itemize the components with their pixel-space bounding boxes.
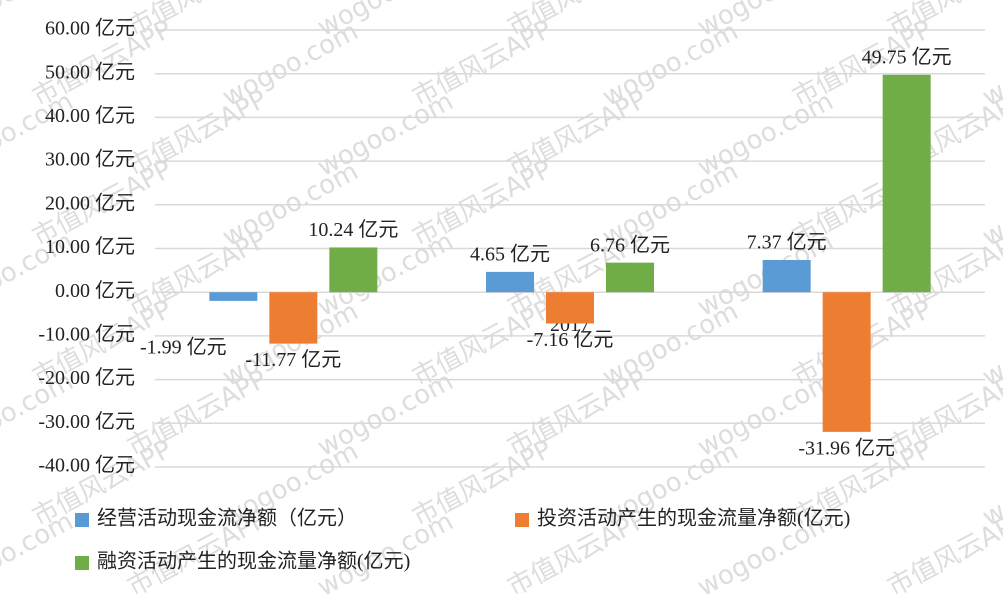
legend-swatch bbox=[515, 513, 529, 527]
y-tick-label: -20.00 亿元 bbox=[38, 366, 135, 389]
value-label: -1.99 亿元 bbox=[140, 335, 227, 358]
value-label: -11.77 亿元 bbox=[245, 348, 341, 371]
value-label: -31.96 亿元 bbox=[798, 436, 895, 459]
bar bbox=[606, 262, 654, 293]
y-tick-label: -30.00 亿元 bbox=[38, 410, 135, 433]
y-tick-label: 0.00 亿元 bbox=[55, 279, 135, 302]
bar bbox=[882, 74, 931, 293]
bar bbox=[822, 292, 871, 432]
legend-swatch bbox=[75, 513, 89, 527]
value-label: -7.16 亿元 bbox=[527, 328, 614, 351]
value-label: 49.75 亿元 bbox=[862, 45, 952, 68]
y-tick-label: 30.00 亿元 bbox=[45, 148, 135, 171]
y-tick-label: 50.00 亿元 bbox=[45, 60, 135, 83]
y-tick-label: -40.00 亿元 bbox=[38, 454, 135, 477]
bar bbox=[209, 292, 258, 301]
value-label: 4.65 亿元 bbox=[470, 242, 550, 265]
value-label: 7.37 亿元 bbox=[747, 231, 827, 254]
legend-label: 融资活动产生的现金流量净额(亿元) bbox=[97, 550, 410, 573]
bar bbox=[486, 271, 534, 293]
y-tick-label: -10.00 亿元 bbox=[38, 322, 135, 345]
value-label: 6.76 亿元 bbox=[590, 233, 670, 256]
y-tick-label: 10.00 亿元 bbox=[45, 235, 135, 258]
legend-label: 经营活动现金流净额（亿元） bbox=[97, 507, 357, 530]
y-tick-label: 40.00 亿元 bbox=[45, 104, 135, 127]
legend-label: 投资活动产生的现金流量净额(亿元) bbox=[537, 507, 850, 530]
y-tick-label: 60.00 亿元 bbox=[45, 17, 135, 40]
bar bbox=[546, 292, 594, 324]
watermark: wogoo.com bbox=[0, 506, 78, 602]
y-tick-label: 20.00 亿元 bbox=[45, 191, 135, 214]
bar bbox=[329, 247, 378, 293]
bar bbox=[269, 292, 318, 344]
value-label: 10.24 亿元 bbox=[308, 218, 398, 241]
legend-swatch bbox=[75, 556, 89, 570]
bar bbox=[762, 259, 811, 293]
